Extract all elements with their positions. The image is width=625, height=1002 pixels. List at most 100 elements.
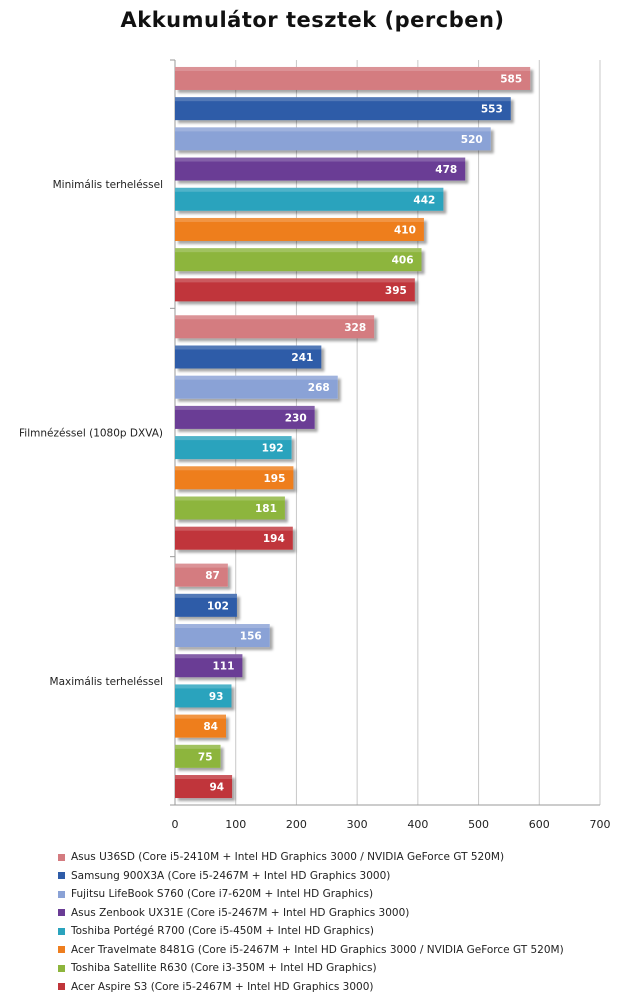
x-tick-label: 100 [225,818,246,831]
bar-highlight [175,157,466,162]
bar-highlight [175,66,531,71]
legend-label: Asus Zenbook UX31E (Core i5-2467M + Inte… [71,906,410,919]
bar [175,127,491,151]
bar [175,593,237,617]
bar [175,436,292,460]
data-label: 328 [344,322,366,334]
legend-label: Fujitsu LifeBook S760 (Core i7-620M + In… [71,888,374,901]
bar [175,624,270,648]
grid-lines [235,60,601,805]
data-label: 268 [308,382,330,394]
legend-swatch [58,890,65,898]
data-label: 520 [461,134,483,146]
data-label: 111 [212,661,234,673]
legend-item: Fujitsu LifeBook S760 (Core i7-620M + In… [58,885,618,904]
bar-highlight [175,563,228,568]
bar [175,187,444,211]
bar [175,405,315,429]
bar [175,466,294,490]
legend-item: Samsung 900X3A (Core i5-2467M + Intel HD… [58,867,618,886]
bar [175,315,375,339]
bar-highlight [175,526,293,531]
bar-highlight [175,684,232,689]
bar-highlight [175,278,415,283]
legend-swatch [58,853,65,861]
bar-highlight [175,345,322,350]
data-label: 478 [435,164,457,176]
data-label: 241 [291,352,313,364]
legend-item: Asus U36SD (Core i5-2410M + Intel HD Gra… [58,848,618,867]
bar-highlight [175,127,491,132]
bars [175,66,531,799]
data-label: 195 [263,473,285,485]
data-label: 75 [198,751,213,763]
data-label: 87 [205,570,220,582]
data-label: 156 [240,631,262,643]
data-label: 553 [481,104,503,116]
x-tick-label: 600 [529,818,550,831]
bar-highlight [175,315,375,320]
data-label: 230 [285,412,307,424]
bar-highlight [175,405,315,410]
bar [175,654,243,678]
data-label: 395 [385,285,407,297]
data-label: 102 [207,600,229,612]
data-label: 181 [255,503,277,515]
bar [175,526,293,550]
labels: 0 100 200 300 400 500 600 700 Minimális terhelés… [19,73,610,831]
legend-item: Toshiba Satellite R630 (Core i3-350M + I… [58,959,618,978]
legend-swatch [58,872,65,880]
x-tick-label: 0 [172,818,179,831]
data-label: 410 [394,224,416,236]
legend-item: Acer Aspire S3 (Core i5-2467M + Intel HD… [58,978,618,997]
bar-highlight [175,248,422,253]
legend-label: Samsung 900X3A (Core i5-2467M + Intel HD… [71,869,391,882]
bar-highlight [175,624,270,629]
bar-highlight [175,654,243,659]
data-label: 442 [413,194,435,206]
legend-item: Acer Travelmate 8481G (Core i5-2467M + I… [58,941,618,960]
legend-swatch [58,946,65,954]
bar [175,157,466,181]
bar [175,375,338,399]
legend-swatch [58,927,65,935]
chart-title: Akkumulátor tesztek (percben) [120,8,505,32]
x-tick-label: 500 [468,818,489,831]
bar [175,775,233,799]
bar-highlight [175,375,338,380]
x-tick-label: 400 [407,818,428,831]
legend-label: Asus U36SD (Core i5-2410M + Intel HD Gra… [71,851,505,864]
bar-highlight [175,97,511,102]
category-label: Filmnézéssel (1080p DXVA) [19,428,163,440]
bar-chart: 0 100 200 300 400 500 600 700 Minimális terhelés… [19,59,611,831]
bar-highlight [175,593,237,598]
bar [175,66,531,90]
bar [175,684,232,708]
bar-highlight [175,714,226,719]
bar-highlight [175,744,221,749]
bar [175,563,228,587]
bar [175,345,322,369]
x-tick-label: 300 [347,818,368,831]
bar-highlight [175,466,294,471]
data-label: 84 [203,721,218,733]
bar-highlight [175,217,424,222]
legend-item: Asus Zenbook UX31E (Core i5-2467M + Inte… [58,904,618,923]
legend-item: Toshiba Portégé R700 (Core i5-450M + Int… [58,922,618,941]
legend-label: Toshiba Portégé R700 (Core i5-450M + Int… [71,925,375,938]
data-label: 94 [209,782,224,794]
data-label: 192 [262,443,284,455]
legend-label: Acer Travelmate 8481G (Core i5-2467M + I… [71,943,564,956]
bar [175,496,285,520]
bar-highlight [175,496,285,501]
bar [175,714,226,738]
bar [175,278,415,302]
bar [175,248,422,272]
bar-highlight [175,187,444,192]
legend-label: Toshiba Satellite R630 (Core i3-350M + I… [71,962,377,975]
x-tick-label: 200 [286,818,307,831]
bar [175,744,221,768]
legend-swatch [58,909,65,917]
x-tick-label: 700 [590,818,611,831]
data-label: 93 [209,691,224,703]
